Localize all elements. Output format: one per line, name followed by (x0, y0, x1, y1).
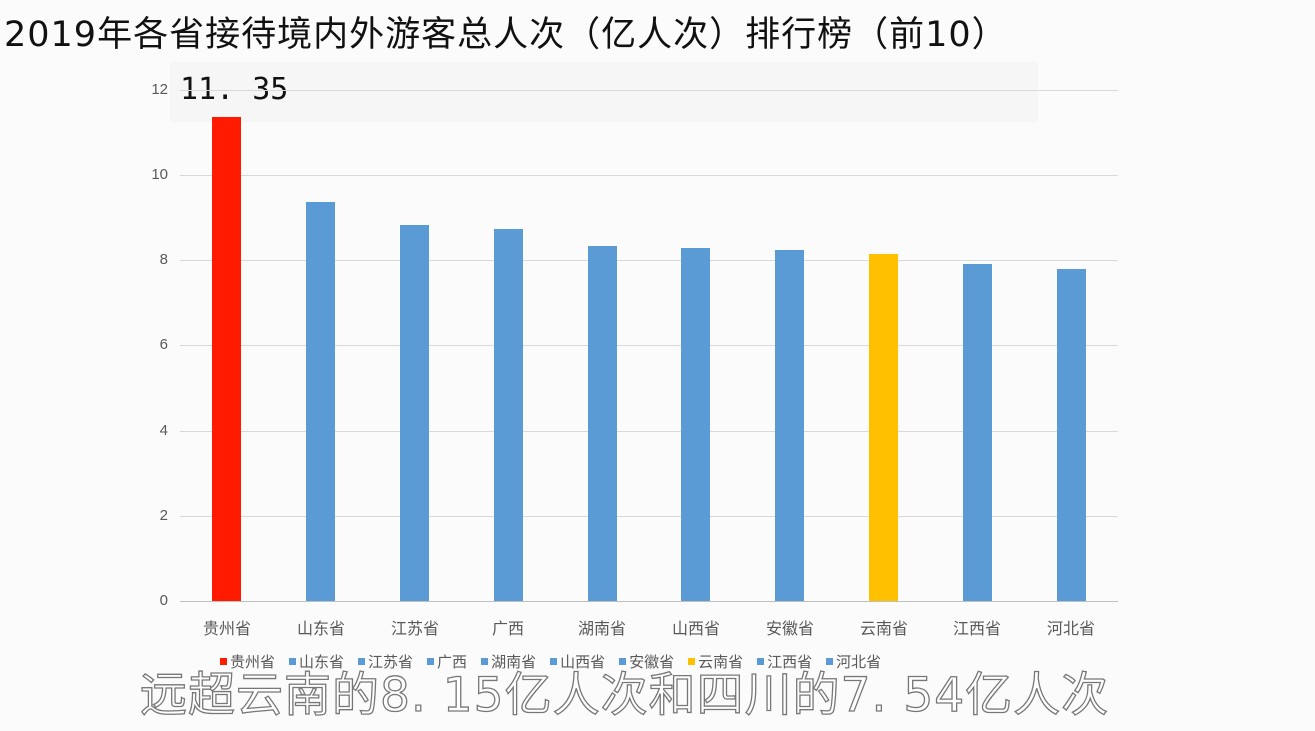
x-tick-label: 山东省 (296, 619, 345, 638)
legend-swatch-icon (358, 658, 366, 665)
subtitle-caption: 远超云南的8. 15亿人次和四川的7. 54亿人次 (139, 667, 1110, 723)
legend-swatch-icon (481, 658, 489, 665)
legend-label: 贵州省 (230, 653, 276, 671)
legend-label: 河北省 (836, 653, 882, 671)
legend-swatch-icon (619, 658, 627, 665)
legend-label: 安徽省 (629, 653, 675, 671)
gridline (180, 260, 1118, 261)
y-tick-label: 8 (159, 251, 168, 268)
data-label-guizhou: 11. 35 (180, 72, 289, 107)
x-tick-label: 安徽省 (765, 619, 814, 638)
legend-swatch-icon (826, 658, 834, 665)
y-tick-label: 6 (159, 336, 168, 353)
legend-item: 山西省 (550, 651, 605, 672)
legend-swatch-icon (427, 658, 435, 665)
legend-label: 江西省 (767, 653, 813, 671)
data-label-background (170, 62, 1038, 122)
gridline (180, 90, 1118, 91)
bar (400, 225, 429, 601)
legend-label: 云南省 (698, 653, 744, 671)
legend-swatch-icon (550, 658, 558, 665)
bar (681, 248, 710, 601)
bar (212, 117, 241, 601)
legend-item: 江苏省 (358, 651, 413, 672)
legend-item: 贵州省 (220, 651, 275, 672)
gridline (180, 516, 1118, 517)
chart-title: 2019年各省接待境内外游客总人次（亿人次）排行榜（前10） (4, 15, 1008, 55)
x-tick-label: 广西 (491, 619, 524, 638)
legend-item: 河北省 (826, 651, 881, 672)
bar (588, 246, 617, 601)
y-tick-label: 2 (159, 507, 168, 524)
y-tick-label: 4 (159, 422, 168, 439)
legend-label: 广西 (437, 653, 468, 671)
legend-swatch-icon (757, 658, 765, 665)
bar (869, 254, 898, 601)
bar (306, 202, 335, 601)
y-tick-label: 0 (159, 592, 168, 609)
gridline (180, 601, 1118, 602)
legend-swatch-icon (220, 658, 227, 665)
x-tick-label: 贵州省 (202, 619, 251, 638)
legend-item: 江西省 (757, 651, 812, 672)
chart-legend: 贵州省 山东省 江苏省 广西 湖南省 山西省 安徽省 云南省 江西省 河北省 (220, 651, 895, 672)
x-tick-label: 湖南省 (577, 619, 626, 638)
legend-swatch-icon (688, 658, 696, 665)
bar (1057, 269, 1086, 601)
plot-area: 贵州省 山东省 江苏省 广西 湖南省 山西省 安徽省 云南省 江西省 河北省 (180, 0, 1118, 731)
x-tick-label: 江西省 (952, 619, 1001, 638)
legend-item: 云南省 (688, 651, 743, 672)
legend-item: 山东省 (289, 651, 344, 672)
legend-item: 广西 (427, 651, 467, 672)
bar (775, 250, 804, 601)
gridline (180, 431, 1118, 432)
legend-swatch-icon (289, 658, 297, 665)
x-tick-label: 河北省 (1046, 619, 1095, 638)
gridline (180, 175, 1118, 176)
bar (494, 229, 523, 601)
legend-item: 安徽省 (619, 651, 674, 672)
x-tick-label: 山西省 (671, 619, 720, 638)
y-tick-label: 12 (151, 81, 168, 98)
legend-label: 江苏省 (368, 653, 414, 671)
bar (963, 264, 992, 601)
legend-label: 山西省 (560, 653, 606, 671)
gridline (180, 345, 1118, 346)
legend-label: 湖南省 (491, 653, 537, 671)
y-tick-label: 10 (151, 166, 168, 183)
legend-item: 湖南省 (481, 651, 536, 672)
x-tick-label: 江苏省 (390, 619, 439, 638)
legend-label: 山东省 (299, 653, 345, 671)
x-tick-label: 云南省 (859, 619, 908, 638)
